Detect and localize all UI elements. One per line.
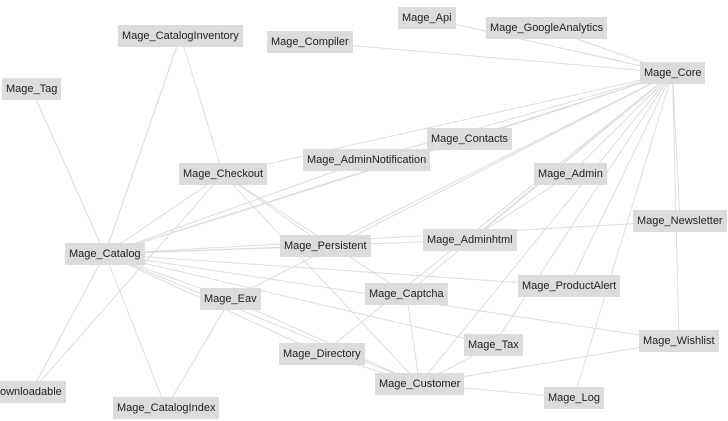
edge-eav-to-core <box>230 72 673 300</box>
edge-productalert-to-core <box>568 72 673 287</box>
node-mage-cataloginventory[interactable]: Mage_CatalogInventory <box>118 25 243 47</box>
edge-adminnotification-to-core <box>366 72 673 161</box>
node-mage-captcha[interactable]: Mage_Captcha <box>365 283 448 305</box>
edge-catalogindex-to-catalog <box>104 253 167 409</box>
node-mage-productalert[interactable]: Mage_ProductAlert <box>518 275 621 297</box>
node-mage-catalog[interactable]: Mage_Catalog <box>65 243 145 265</box>
edge-customer-to-eav <box>230 298 420 385</box>
edge-adminnotification-to-catalog <box>104 159 367 255</box>
edge-captcha-to-customer <box>406 293 420 385</box>
edge-checkout-to-cataloginventory <box>180 35 224 175</box>
edge-wishlist-to-core <box>672 72 680 342</box>
node-mage-googleanalytics[interactable]: Mage_GoogleAnalytics <box>486 17 608 39</box>
edge-catalog-to-cataloginventory <box>104 35 181 255</box>
edge-persistent-to-checkout <box>222 173 326 247</box>
node-mage-core[interactable]: Mage_Core <box>640 62 706 84</box>
edge-admin-to-core <box>570 72 673 175</box>
edge-newsletter-to-catalog <box>104 220 681 255</box>
node-mage-tag[interactable]: Mage_Tag <box>2 78 62 100</box>
node-mage-api[interactable]: Mage_Api <box>398 7 456 29</box>
edge-tax-to-core <box>493 72 673 346</box>
node-mage-downloadable[interactable]: ownloadable <box>0 381 66 403</box>
edge-directory-to-core <box>321 72 673 355</box>
edge-customer-to-catalog <box>104 253 420 385</box>
node-mage-tax[interactable]: Mage_Tax <box>464 334 523 356</box>
edge-tag-to-catalog <box>31 88 106 255</box>
node-mage-log[interactable]: Mage_Log <box>544 387 604 409</box>
node-mage-catalogindex[interactable]: Mage_CatalogIndex <box>113 397 220 419</box>
edge-downloadable-to-checkout <box>30 173 224 393</box>
node-mage-directory[interactable]: Mage_Directory <box>279 343 365 365</box>
edge-api-to-core <box>426 17 673 74</box>
edge-downloadable-to-catalog <box>30 253 106 393</box>
edge-customer-to-checkout <box>222 173 420 385</box>
edge-captcha-to-checkout <box>222 173 407 295</box>
node-mage-adminnotification[interactable]: Mage_AdminNotification <box>303 149 431 171</box>
node-mage-newsletter[interactable]: Mage_Newsletter <box>633 210 727 232</box>
edge-persistent-to-core <box>325 72 673 247</box>
node-mage-wishlist[interactable]: Mage_Wishlist <box>639 330 719 352</box>
edge-checkout-to-catalog <box>104 173 224 255</box>
node-mage-eav[interactable]: Mage_Eav <box>200 288 261 310</box>
edge-tax-to-catalog <box>104 253 494 346</box>
node-mage-customer[interactable]: Mage_Customer <box>375 373 465 395</box>
node-mage-checkout[interactable]: Mage_Checkout <box>179 163 268 185</box>
dependency-edges <box>30 17 681 409</box>
edge-compiler-to-core <box>309 41 673 74</box>
node-mage-persistent[interactable]: Mage_Persistent <box>280 235 371 257</box>
edge-catalogindex-to-eav <box>165 298 231 409</box>
node-mage-admin[interactable]: Mage_Admin <box>534 163 607 185</box>
edge-checkout-to-core <box>222 72 673 175</box>
edge-log-to-core <box>573 72 673 399</box>
node-mage-adminhtml[interactable]: Mage_Adminhtml <box>423 229 517 251</box>
node-mage-contacts[interactable]: Mage_Contacts <box>427 128 513 150</box>
node-mage-compiler[interactable]: Mage_Compiler <box>267 31 353 53</box>
edge-newsletter-to-core <box>672 72 681 222</box>
edge-productalert-to-catalog <box>104 253 570 287</box>
